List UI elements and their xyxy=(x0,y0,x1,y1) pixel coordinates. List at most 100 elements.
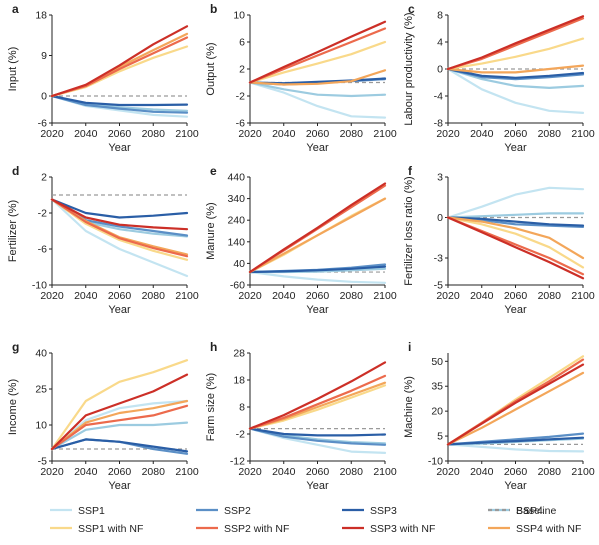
y-axis-label: Labour productivity (%) xyxy=(403,12,415,125)
series-line-ssp3 xyxy=(50,198,189,219)
y-tick-label: 9 xyxy=(41,50,47,62)
series-line-ssp1nf xyxy=(446,216,585,269)
panel-c: c -8 -4 0 4 8 2020 2040 2060 2080 2100 Year Labour p… xyxy=(403,2,595,154)
x-tick-label: 2100 xyxy=(175,128,199,140)
series-line-ssp2nf xyxy=(248,27,387,84)
y-axis-label: Input (%) xyxy=(7,47,19,92)
x-tick-label: 2020 xyxy=(436,466,460,478)
x-tick-label: 2060 xyxy=(108,466,132,478)
x-tick-label: 2040 xyxy=(470,128,494,140)
panel-letter: c xyxy=(408,2,415,16)
x-tick-label: 2020 xyxy=(238,290,262,302)
x-tick-label: 2040 xyxy=(74,290,98,302)
y-tick-label: -12 xyxy=(230,456,245,468)
y-tick-label: -10 xyxy=(428,456,443,468)
y-tick-label: 240 xyxy=(227,215,245,227)
y-tick-label: -2 xyxy=(236,429,245,441)
y-tick-label: 28 xyxy=(233,348,245,360)
y-axis-label: Machine (%) xyxy=(403,376,415,438)
series-line-ssp4nf xyxy=(446,216,585,260)
x-tick-label: 2100 xyxy=(373,290,397,302)
series-line-ssp4nf xyxy=(248,197,387,274)
y-tick-label: -5 xyxy=(434,280,443,292)
y-tick-label: -2 xyxy=(38,208,47,220)
x-tick-label: 2080 xyxy=(538,466,562,478)
x-tick-label: 2080 xyxy=(340,290,364,302)
x-tick-label: 2100 xyxy=(571,128,595,140)
series-line-ssp4nf xyxy=(50,399,189,451)
legend-item-ssp4nf: SSP4 with NF xyxy=(488,523,581,535)
y-axis-label: Manure (%) xyxy=(205,202,217,259)
series-line-ssp3nf xyxy=(248,182,387,274)
y-tick-label: 40 xyxy=(233,258,245,270)
x-tick-label: 2060 xyxy=(504,128,528,140)
y-tick-label: 0 xyxy=(437,64,443,76)
series-line-ssp3nf xyxy=(446,216,585,280)
x-tick-label: 2100 xyxy=(175,290,199,302)
panel-letter: b xyxy=(210,2,217,16)
series-line-ssp4 xyxy=(50,421,189,451)
y-axis-label: Farm size (%) xyxy=(205,373,217,441)
x-axis-label: Year xyxy=(108,142,131,154)
legend-item-ssp1: SSP1 xyxy=(50,505,105,517)
y-tick-label: -3 xyxy=(434,253,443,265)
y-tick-label: 4 xyxy=(437,37,443,49)
y-tick-label: 5 xyxy=(437,431,443,443)
x-tick-label: 2020 xyxy=(436,128,460,140)
x-tick-label: 2020 xyxy=(40,290,64,302)
series-line-ssp4 xyxy=(446,67,585,90)
legend-item-ssp2: SSP2 xyxy=(196,505,251,517)
panel-letter: h xyxy=(210,340,217,354)
x-axis-label: Year xyxy=(504,304,527,316)
legend-label: SSP2 xyxy=(224,505,251,517)
series-line-ssp3nf xyxy=(248,20,387,84)
series-line-ssp2nf xyxy=(50,404,189,451)
x-tick-label: 2100 xyxy=(373,128,397,140)
legend-label: SSP2 with NF xyxy=(224,523,289,535)
y-tick-label: 340 xyxy=(227,193,245,205)
y-tick-label: 6 xyxy=(239,37,245,49)
y-tick-label: 0 xyxy=(41,91,47,103)
panel-e: e -60 40 140 240 340 440 2020 2040 2060 2080 2100 Ye… xyxy=(205,164,397,316)
legend-item-baseline: Baseline xyxy=(488,505,556,517)
series-line-ssp3 xyxy=(50,438,189,453)
series-line-ssp1nf xyxy=(446,37,585,71)
y-tick-label: 3 xyxy=(437,172,443,184)
x-axis-label: Year xyxy=(108,480,131,492)
series-line-ssp3 xyxy=(248,265,387,274)
x-tick-label: 2060 xyxy=(306,290,330,302)
series-line-ssp4nf xyxy=(446,64,585,74)
legend-label: SSP1 with NF xyxy=(78,523,143,535)
y-axis-label: Fertilizer loss ratio (%) xyxy=(403,176,415,285)
y-tick-label: 8 xyxy=(437,10,443,22)
y-tick-label: 25 xyxy=(35,384,47,396)
series-line-ssp3 xyxy=(248,427,387,437)
panel-f: f -5 -3 0 3 2020 2040 2060 2080 2100 Year Fertilize… xyxy=(403,164,595,316)
y-tick-label: -4 xyxy=(434,91,443,103)
x-tick-label: 2060 xyxy=(306,128,330,140)
x-tick-label: 2020 xyxy=(238,128,262,140)
series-line-ssp3 xyxy=(446,67,585,79)
series-line-ssp2 xyxy=(248,427,387,446)
x-tick-label: 2020 xyxy=(436,290,460,302)
x-tick-label: 2040 xyxy=(272,466,296,478)
series-line-ssp3nf xyxy=(50,373,189,451)
x-tick-label: 2100 xyxy=(373,466,397,478)
y-tick-label: -8 xyxy=(434,118,443,130)
series-line-ssp2 xyxy=(50,94,189,114)
y-tick-label: -6 xyxy=(38,244,47,256)
y-tick-label: 0 xyxy=(437,212,443,224)
panel-d: d -10 -6 -2 2 2020 2040 2060 2080 2100 Year Fertili… xyxy=(7,164,199,316)
x-tick-label: 2020 xyxy=(40,466,64,478)
series-line-ssp4nf xyxy=(446,371,585,446)
x-tick-label: 2100 xyxy=(175,466,199,478)
panel-letter: i xyxy=(408,340,411,354)
series-line-ssp3 xyxy=(446,216,585,227)
x-tick-label: 2080 xyxy=(538,128,562,140)
x-axis-label: Year xyxy=(306,480,329,492)
y-tick-label: 140 xyxy=(227,236,245,248)
x-tick-label: 2060 xyxy=(108,290,132,302)
x-tick-label: 2040 xyxy=(470,466,494,478)
